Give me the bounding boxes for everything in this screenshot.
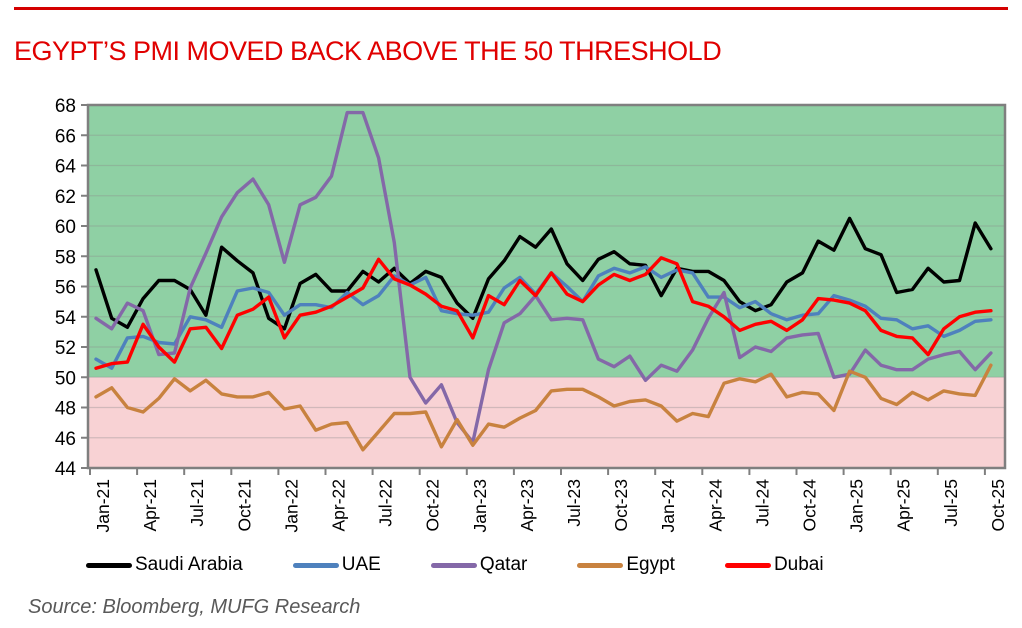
legend-item-egypt: Egypt [577,554,675,576]
x-tick-label: Oct-22 [423,479,443,532]
y-tick-label: 48 [55,399,76,420]
series-group [94,110,993,452]
x-tick-label: Jan-25 [847,479,867,533]
legend-item-dubai: Dubai [724,554,824,576]
x-tick-label: Jan-24 [658,479,678,533]
series-line-qatar [94,110,993,444]
y-tick-label: 54 [55,308,77,329]
series-line-saudi-arabia [94,216,993,331]
x-tick-label: Oct-24 [800,479,820,532]
legend-swatch-qatar [430,562,477,568]
x-tick-label: Apr-22 [329,479,349,532]
y-tick-label: 66 [55,126,76,147]
page-title: EGYPT’S PMI MOVED BACK ABOVE THE 50 THRE… [14,36,722,66]
x-tick-label: Apr-23 [517,479,537,532]
legend-item-saudi-arabia: Saudi Arabia [86,554,243,576]
y-tick-label: 64 [55,157,77,178]
y-tick-label: 46 [55,429,76,450]
x-tick-label: Jan-22 [281,479,301,533]
x-tick-label: Jul-25 [941,479,961,527]
chart-legend: Saudi Arabia UAE Qatar Egypt Dubai [86,554,824,576]
legend-item-uae: UAE [292,554,381,576]
legend-label: Dubai [773,554,824,575]
y-tick-label: 62 [55,187,76,208]
legend-label: Qatar [479,554,528,575]
x-tick-label: Oct-21 [234,479,254,532]
y-tick-label: 56 [55,278,76,299]
y-tick-label: 60 [55,217,76,238]
legend-swatch-egypt [577,562,624,568]
x-tick-label: Jul-23 [564,479,584,527]
x-tick-label: Apr-24 [705,479,725,532]
x-tick-label: Apr-21 [140,479,160,532]
y-tick-label: 58 [55,247,76,268]
y-tick-label: 50 [55,368,76,389]
legend-label: Saudi Arabia [135,554,243,575]
y-tick-label: 44 [55,459,77,480]
legend-swatch-uae [292,562,339,568]
y-tick-label: 52 [55,338,76,359]
x-tick-label: Jul-21 [187,479,207,527]
series-line-egypt [94,363,993,452]
x-tick-label: Oct-25 [988,479,1008,532]
legend-item-qatar: Qatar [430,554,528,576]
legend-label: Egypt [626,554,675,575]
legend-label: UAE [341,554,381,575]
zone-below-threshold [88,377,1005,468]
x-tick-label: Oct-23 [611,479,631,532]
x-tick-label: Jul-22 [376,479,396,527]
x-tick-label: Jul-24 [752,479,772,527]
series-line-dubai [94,256,993,370]
legend-swatch-saudi-arabia [86,562,132,568]
legend-swatch-dubai [724,562,771,568]
x-tick-label: Apr-25 [894,479,914,532]
top-rule [14,7,1008,10]
x-tick-label: Jan-21 [93,479,113,533]
x-tick-label: Jan-23 [470,479,490,533]
source-note: Source: Bloomberg, MUFG Research [28,596,361,618]
y-tick-label: 68 [55,96,76,117]
zone-above-threshold [88,105,1005,378]
